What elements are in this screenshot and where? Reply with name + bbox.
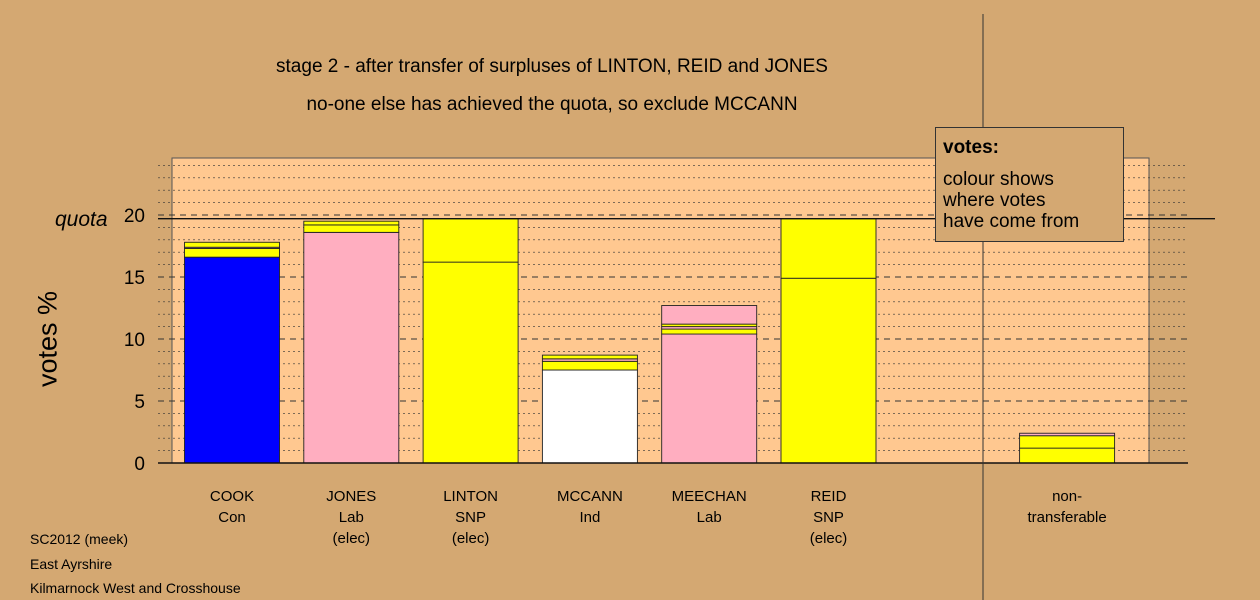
- bar-segment: [541, 360, 638, 371]
- candidate-name: MEECHAN: [671, 488, 747, 505]
- footer-council: East Ayrshire: [30, 556, 113, 572]
- bar-segment: [1019, 447, 1116, 464]
- y-tick-label: 20: [124, 206, 145, 227]
- legend-line-1: colour shows: [943, 169, 1054, 190]
- candidate-label: LINTON SNP (elec): [411, 486, 531, 549]
- candidate-label: MEECHAN Lab: [649, 486, 769, 528]
- bar-segment: [422, 218, 519, 263]
- candidate-party: SNP: [455, 509, 487, 526]
- candidate-name: JONES: [326, 488, 377, 505]
- legend-title: votes:: [943, 137, 999, 158]
- y-tick-label: 10: [124, 330, 145, 351]
- candidate-status: (elec): [451, 530, 490, 547]
- candidate-status: (elec): [809, 530, 848, 547]
- candidate-name: LINTON: [443, 488, 498, 505]
- candidate-party: Ind: [579, 509, 601, 526]
- bar-segment: [184, 248, 280, 258]
- candidate-label: REID SNP (elec): [769, 486, 889, 549]
- footer-source: SC2012 (meek): [30, 531, 129, 547]
- bar-segment: [780, 218, 877, 279]
- bar-segment: [780, 277, 877, 464]
- candidate-party: Lab: [338, 509, 364, 526]
- bar-segment: [541, 369, 638, 464]
- candidate-name: REID: [810, 488, 847, 505]
- candidate-party: transferable: [1027, 509, 1107, 526]
- quota-label: quota: [55, 208, 108, 231]
- candidate-status: (elec): [332, 530, 371, 547]
- chart-title: stage 2 - after transfer of surpluses of…: [276, 56, 828, 77]
- candidate-party: Con: [218, 509, 246, 526]
- bar-segment: [422, 261, 519, 464]
- candidate-label: non-transferable: [1007, 486, 1127, 528]
- bar-segment: [303, 224, 400, 233]
- bar-segment: [1019, 435, 1116, 449]
- bar-segment: [303, 220, 400, 226]
- y-axis-label: votes %: [32, 290, 63, 387]
- legend-line-3: have come from: [943, 211, 1080, 232]
- legend-line-2: where votes: [943, 190, 1046, 211]
- bar-segment: [184, 241, 280, 248]
- candidate-name: MCCANN: [556, 488, 623, 505]
- bar-segment: [303, 231, 400, 464]
- y-tick-label: 5: [134, 392, 145, 413]
- chart-subtitle: no-one else has achieved the quota, so e…: [306, 94, 798, 115]
- bar-segment: [661, 333, 758, 464]
- candidate-party: SNP: [813, 509, 844, 526]
- candidate-label: JONES Lab (elec): [291, 486, 411, 549]
- bar-segment: [541, 354, 638, 360]
- y-tick-label: 15: [124, 268, 145, 289]
- bar-segment: [1019, 432, 1116, 437]
- candidate-name: COOK: [209, 488, 255, 505]
- candidate-party: Lab: [696, 509, 722, 526]
- candidate-name: non-: [1052, 488, 1083, 505]
- legend-box: votes: colour shows where votes have com…: [935, 127, 1124, 242]
- candidate-label: MCCANN Ind: [530, 486, 650, 528]
- bar-segment: [184, 256, 280, 464]
- bar-segment: [661, 328, 758, 335]
- footer-ward: Kilmarnock West and Crosshouse: [30, 580, 241, 596]
- candidate-label: COOK Con: [172, 486, 292, 528]
- bar-segment: [661, 305, 758, 325]
- y-tick-label: 0: [134, 454, 145, 475]
